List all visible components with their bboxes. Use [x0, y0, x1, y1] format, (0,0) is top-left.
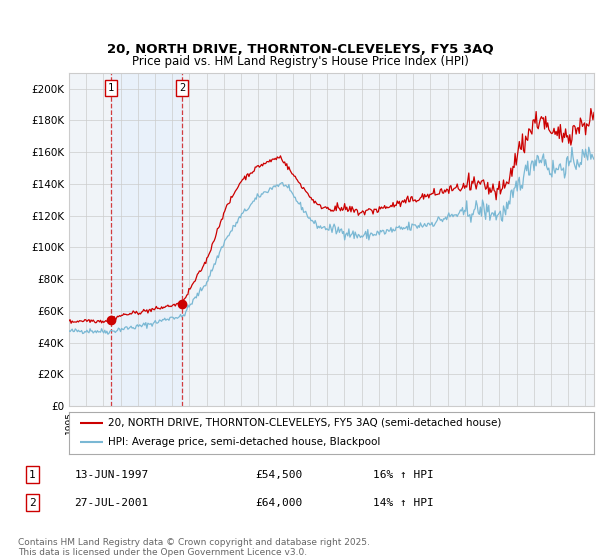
Text: 14% ↑ HPI: 14% ↑ HPI — [373, 498, 434, 507]
Text: 2: 2 — [179, 83, 185, 93]
Text: £54,500: £54,500 — [255, 470, 302, 479]
Text: HPI: Average price, semi-detached house, Blackpool: HPI: Average price, semi-detached house,… — [109, 437, 381, 447]
Text: Price paid vs. HM Land Registry's House Price Index (HPI): Price paid vs. HM Land Registry's House … — [131, 55, 469, 68]
Bar — [111, 73, 182, 406]
Text: 2: 2 — [29, 498, 35, 507]
Text: £64,000: £64,000 — [255, 498, 302, 507]
Text: 16% ↑ HPI: 16% ↑ HPI — [373, 470, 434, 479]
Text: 20, NORTH DRIVE, THORNTON-CLEVELEYS, FY5 3AQ (semi-detached house): 20, NORTH DRIVE, THORNTON-CLEVELEYS, FY5… — [109, 418, 502, 428]
Text: 27-JUL-2001: 27-JUL-2001 — [74, 498, 149, 507]
Text: Contains HM Land Registry data © Crown copyright and database right 2025.
This d: Contains HM Land Registry data © Crown c… — [18, 538, 370, 557]
Text: 1: 1 — [108, 83, 114, 93]
Text: 20, NORTH DRIVE, THORNTON-CLEVELEYS, FY5 3AQ: 20, NORTH DRIVE, THORNTON-CLEVELEYS, FY5… — [107, 43, 493, 56]
Text: 13-JUN-1997: 13-JUN-1997 — [74, 470, 149, 479]
Text: 1: 1 — [29, 470, 35, 479]
